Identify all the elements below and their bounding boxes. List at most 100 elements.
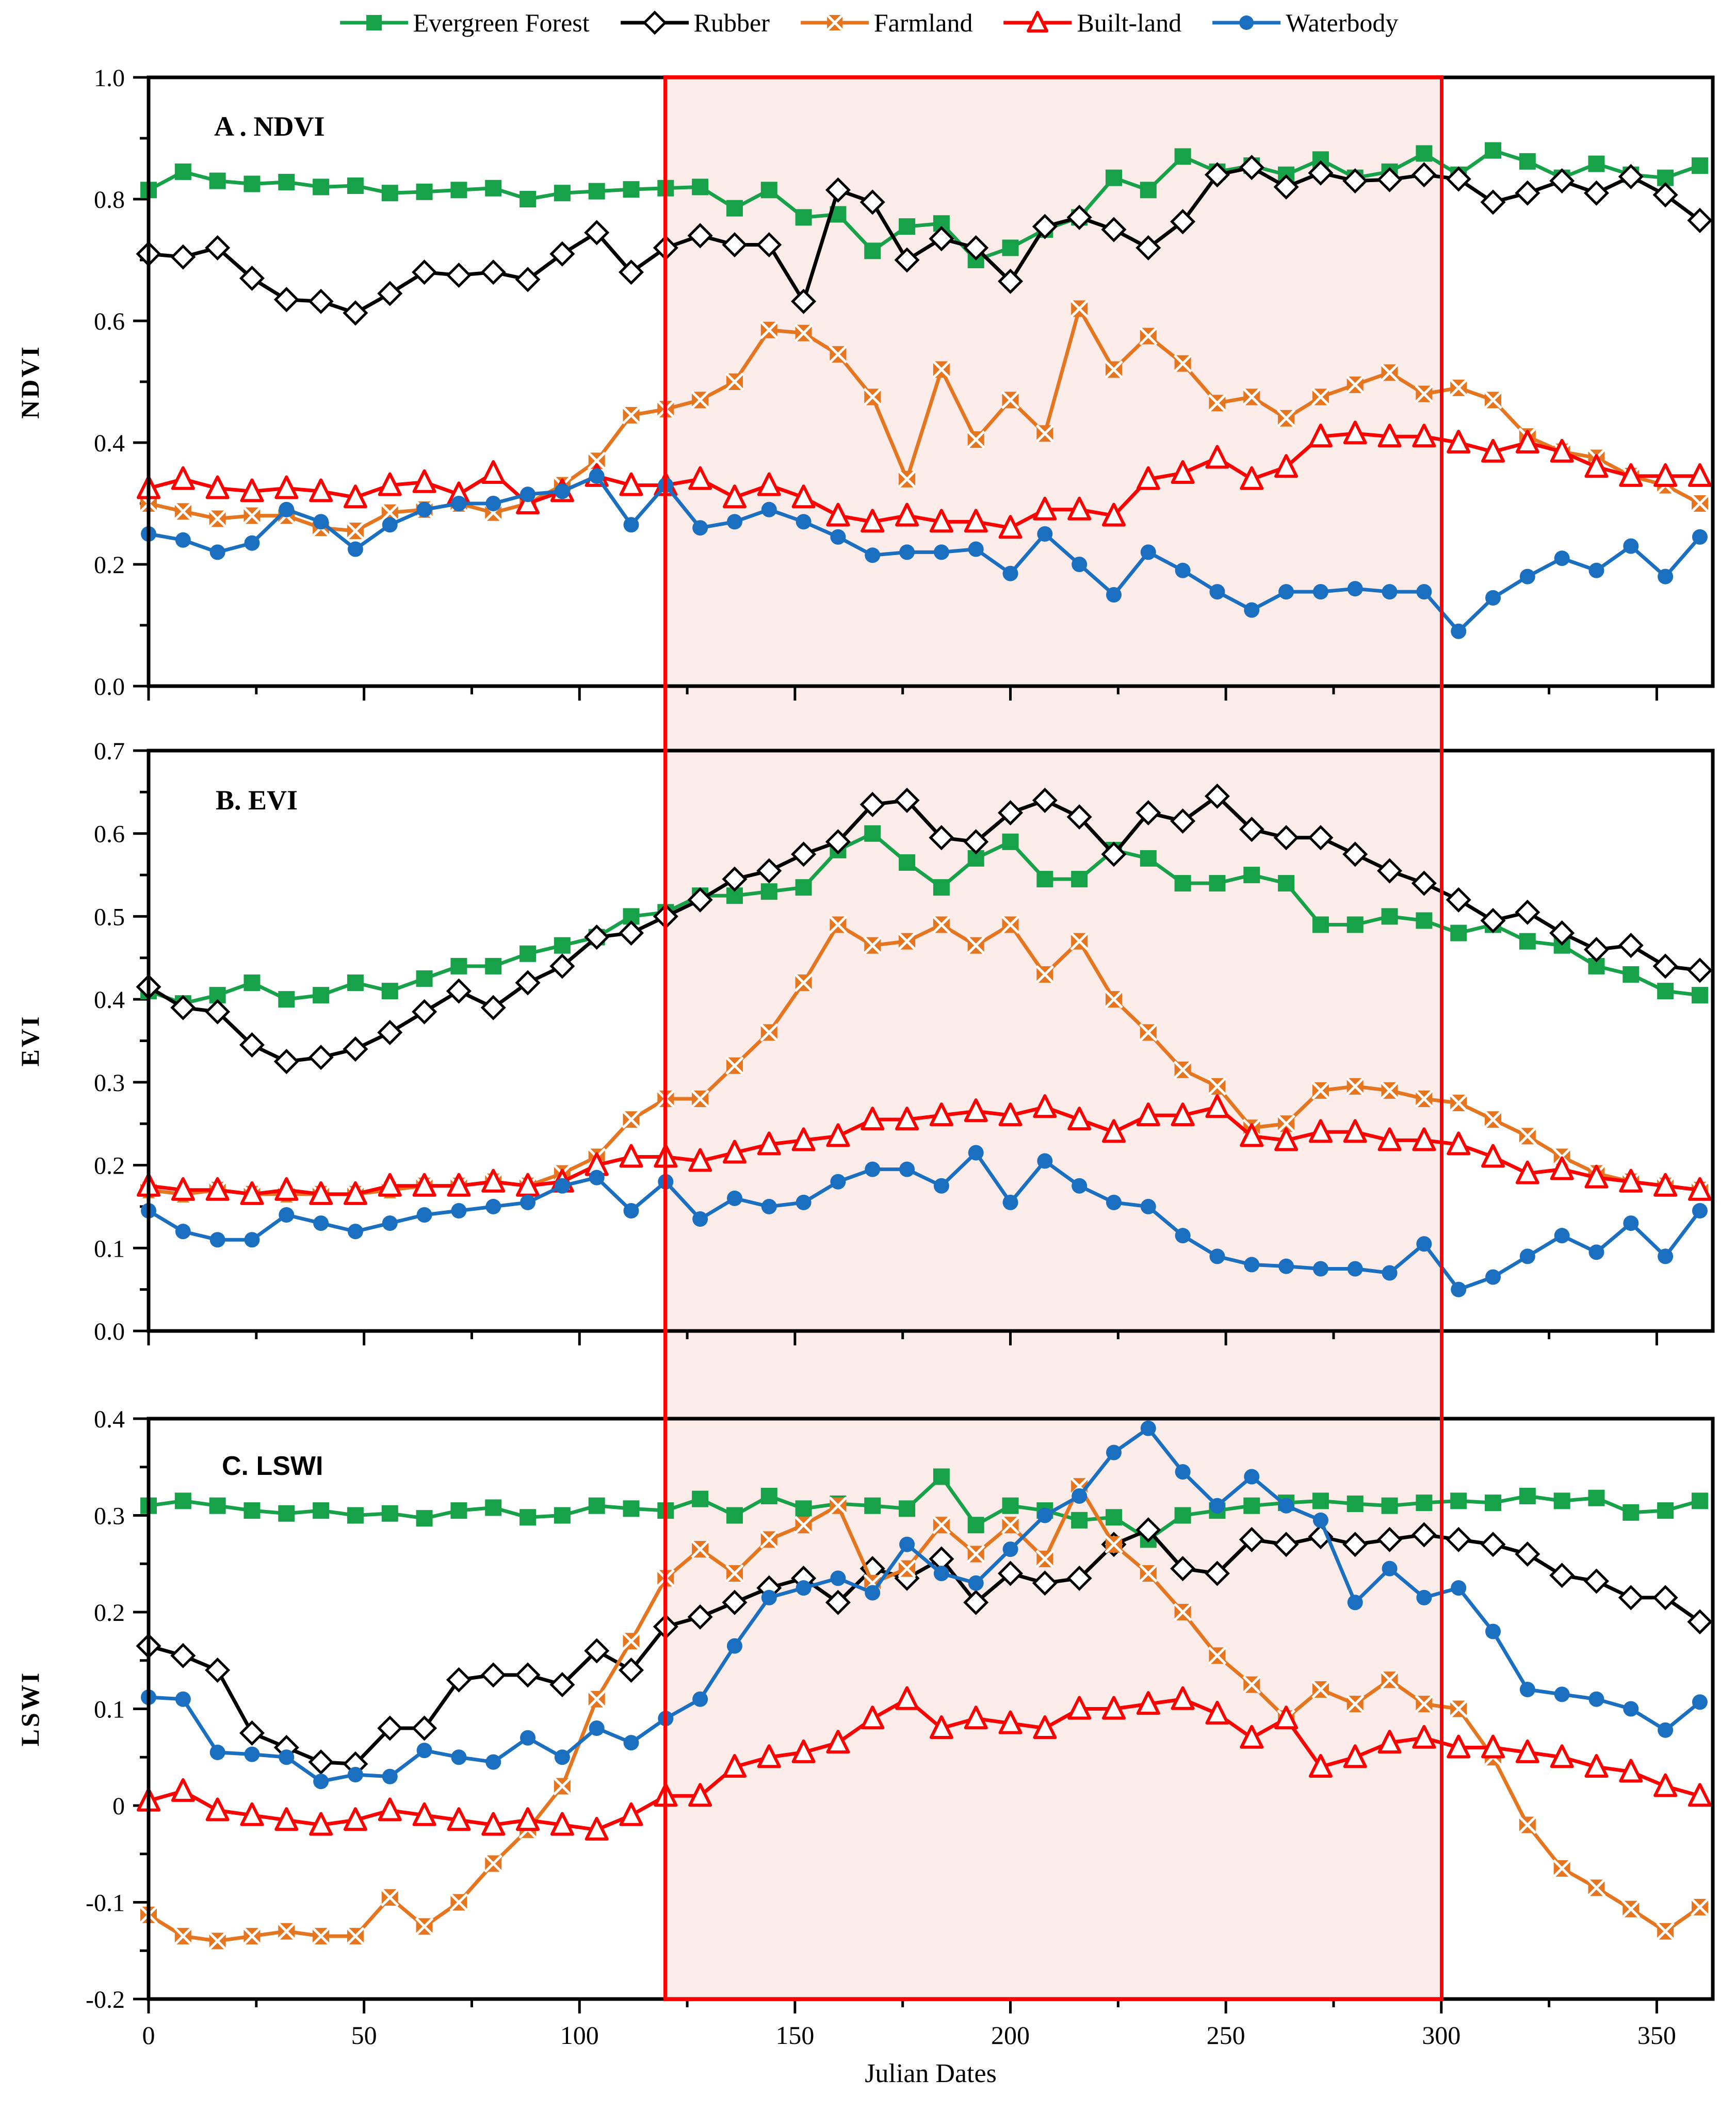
legend-glyph: [800, 14, 869, 31]
diamond-marker: [412, 259, 437, 285]
diamond-marker: [1687, 1609, 1713, 1635]
square-marker: [1140, 182, 1157, 199]
diamond-marker: [1239, 155, 1264, 181]
diamond-marker: [929, 226, 954, 252]
diamond-marker: [1135, 800, 1161, 826]
circle-marker: [623, 1203, 639, 1219]
legend-item-evergreen-forest: Evergreen Forest: [338, 7, 590, 38]
y-tick-label: 0.6: [94, 308, 125, 335]
circle-marker: [1140, 1198, 1156, 1214]
diamond-marker: [1583, 180, 1610, 206]
triangle-marker: [929, 1715, 953, 1739]
triangle-marker: [895, 502, 919, 527]
diamond-marker: [894, 787, 920, 813]
triangle-marker: [1481, 438, 1505, 463]
triangle-marker: [861, 1107, 885, 1131]
diamond-marker: [687, 1604, 713, 1630]
triangle-marker: [964, 509, 988, 533]
triangle-marker: [1515, 1739, 1539, 1763]
circle-marker: [416, 1743, 432, 1759]
y-tick-label: 0.2: [94, 1152, 125, 1180]
diamond-marker: [480, 259, 506, 285]
circle-marker: [1244, 1469, 1260, 1485]
triangle-marker: [274, 475, 299, 499]
triangle-marker: [1653, 1173, 1678, 1197]
diamond-marker: [618, 259, 644, 285]
circle-marker: [1106, 1444, 1122, 1460]
circle-marker: [485, 1198, 501, 1214]
square-marker: [795, 1500, 812, 1517]
diamond-marker: [1273, 174, 1299, 200]
square-marker: [1243, 1497, 1260, 1514]
circle-marker: [1588, 1244, 1604, 1260]
circle-marker: [1623, 1215, 1639, 1231]
triangle-marker: [412, 469, 436, 493]
diamond-marker: [1549, 920, 1575, 946]
square-marker: [1416, 1494, 1433, 1512]
triangle-marker: [1688, 1783, 1712, 1807]
diamond-marker: [308, 1749, 334, 1775]
triangle-marker: [1240, 1725, 1264, 1749]
circle-marker: [1106, 587, 1122, 603]
waterbody-series: [141, 468, 1708, 639]
triangle-marker: [1136, 1102, 1160, 1127]
triangle-marker: [964, 1705, 988, 1730]
diamond-marker: [1204, 162, 1230, 188]
diamond-marker: [791, 841, 817, 867]
diamond-marker: [1446, 1526, 1471, 1552]
square-marker: [967, 1517, 984, 1534]
diamond-marker: [1411, 1522, 1437, 1548]
square-marker: [1416, 145, 1433, 162]
circle-marker: [1002, 1194, 1018, 1210]
circle-marker: [1072, 1488, 1088, 1504]
triangle-marker: [1136, 466, 1160, 490]
circle-marker: [623, 517, 639, 533]
square-marker: [1519, 933, 1536, 950]
legend-glyph: [620, 10, 689, 35]
diamond-marker: [1411, 162, 1437, 188]
triangle-marker: [240, 478, 264, 502]
legend-label: Waterbody: [1286, 8, 1399, 37]
circle-marker: [589, 1169, 605, 1185]
x-tick-label: 350: [1637, 2021, 1676, 2050]
square-marker: [1450, 1492, 1467, 1509]
diamond-marker: [446, 262, 472, 288]
square-marker: [450, 182, 467, 199]
diamond-marker: [446, 1667, 472, 1693]
circle-marker: [761, 1589, 777, 1605]
y-axis-ticks: 0.0 0.1 0.2 0.3 0.4 0.5 0.6 0.7: [94, 738, 149, 1345]
square-marker: [1588, 155, 1605, 172]
triangle-marker: [1377, 1730, 1402, 1754]
square-marker: [1312, 916, 1329, 933]
square-marker: [1140, 850, 1157, 867]
diamond-marker: [515, 1662, 541, 1688]
x-axis-ticks: [147, 686, 1658, 701]
square-marker: [899, 854, 916, 871]
x-tick-label: 250: [1207, 2021, 1245, 2050]
circle-marker: [1451, 1281, 1467, 1297]
circle-marker: [933, 1178, 949, 1194]
triangle-marker: [309, 478, 333, 502]
circle-marker: [623, 1735, 639, 1751]
diamond-marker: [239, 265, 265, 291]
square-marker: [588, 1497, 605, 1514]
circle-marker: [865, 1161, 881, 1177]
circle-marker: [1002, 565, 1018, 581]
triangle-marker: [1412, 1127, 1436, 1151]
square-marker: [1691, 987, 1708, 1004]
series-line: [148, 1150, 1701, 1292]
square-marker: [347, 974, 364, 991]
square-marker: [760, 883, 777, 900]
square-marker: [1071, 1512, 1088, 1529]
triangle-marker: [826, 1123, 850, 1147]
circle-marker: [933, 544, 949, 560]
diamond-marker: [308, 288, 334, 314]
triangle-marker: [998, 1102, 1023, 1127]
triangle-marker: [757, 1744, 781, 1768]
y-tick-label: 0.7: [94, 738, 125, 765]
square-marker: [244, 175, 261, 192]
circle-marker: [313, 514, 329, 530]
triangle-marker: [757, 1131, 781, 1156]
y-tick-label: 0.4: [94, 1406, 125, 1433]
square-marker: [1346, 1496, 1364, 1512]
